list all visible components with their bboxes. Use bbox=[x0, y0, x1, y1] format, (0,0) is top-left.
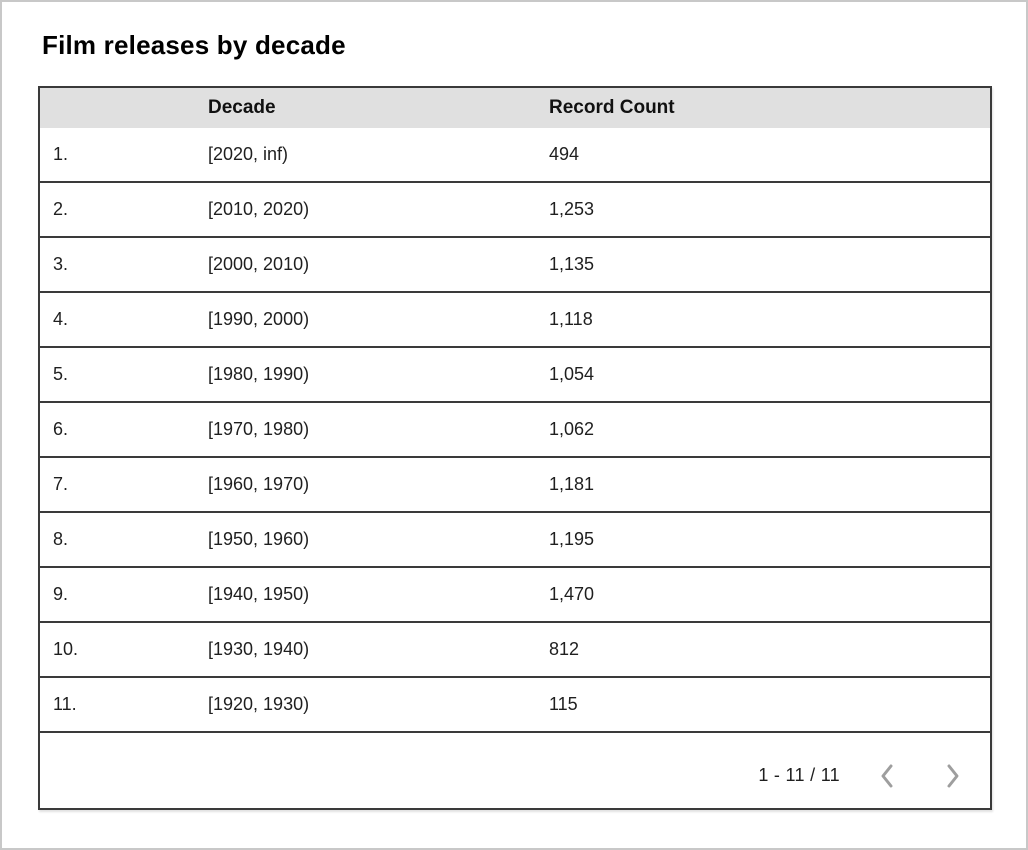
table-row: 7. [1960, 1970) 1,181 bbox=[40, 458, 990, 513]
cell-decade: [1990, 2000) bbox=[208, 309, 310, 329]
cell-record-count: 494 bbox=[549, 144, 580, 164]
row-index: 2. bbox=[53, 199, 69, 219]
pagination-bar: 1 - 11 / 11 bbox=[40, 733, 990, 808]
cell-decade: [1980, 1990) bbox=[208, 364, 310, 384]
cell-record-count: 1,195 bbox=[549, 529, 595, 549]
cell-decade: [1950, 1960) bbox=[208, 529, 310, 549]
table-body: 1. [2020, inf) 494 2. [2010, 2020) 1,253 3. [20… bbox=[40, 128, 990, 733]
row-index: 7. bbox=[53, 474, 69, 494]
page-title: Film releases by decade bbox=[42, 30, 346, 60]
cell-record-count: 1,054 bbox=[549, 364, 595, 384]
cell-record-count: 1,118 bbox=[549, 309, 593, 329]
table-row: 10. [1930, 1940) 812 bbox=[40, 623, 990, 678]
cell-record-count: 1,062 bbox=[549, 419, 595, 439]
cell-decade: [1940, 1950) bbox=[208, 584, 310, 604]
table-row: 4. [1990, 2000) 1,118 bbox=[40, 293, 990, 348]
row-index: 3. bbox=[53, 254, 69, 274]
cell-record-count: 1,470 bbox=[549, 584, 595, 604]
cell-record-count: 1,181 bbox=[549, 474, 595, 494]
pagination-range-label: 1 - 11 / 11 bbox=[758, 765, 840, 785]
row-index: 4. bbox=[53, 309, 69, 329]
row-index: 6. bbox=[53, 419, 69, 439]
cell-decade: [2020, inf) bbox=[208, 144, 289, 164]
row-index: 9. bbox=[53, 584, 69, 604]
cell-decade: [1960, 1970) bbox=[208, 474, 310, 494]
table-row: 8. [1950, 1960) 1,195 bbox=[40, 513, 990, 568]
previous-page-button[interactable] bbox=[876, 762, 900, 790]
data-table: Decade Record Count 1. [2020, inf) 494 2. [2… bbox=[38, 86, 992, 810]
table-row: 1. [2020, inf) 494 bbox=[40, 128, 990, 183]
cell-record-count: 1,135 bbox=[549, 254, 595, 274]
row-index: 10. bbox=[53, 639, 79, 659]
row-index: 1. bbox=[53, 144, 69, 164]
table-row: 3. [2000, 2010) 1,135 bbox=[40, 238, 990, 293]
table-header-row: Decade Record Count bbox=[40, 88, 990, 128]
cell-decade: [2000, 2010) bbox=[208, 254, 310, 274]
chevron-left-icon bbox=[877, 763, 899, 789]
column-header-record-count[interactable]: Record Count bbox=[549, 97, 675, 118]
cell-record-count: 812 bbox=[549, 639, 580, 659]
row-index: 8. bbox=[53, 529, 69, 549]
table-row: 9. [1940, 1950) 1,470 bbox=[40, 568, 990, 623]
table-row: 6. [1970, 1980) 1,062 bbox=[40, 403, 990, 458]
chevron-right-icon bbox=[941, 763, 963, 789]
cell-decade: [1970, 1980) bbox=[208, 419, 310, 439]
cell-record-count: 1,253 bbox=[549, 199, 595, 219]
row-index: 5. bbox=[53, 364, 69, 384]
next-page-button[interactable] bbox=[940, 762, 964, 790]
column-header-decade[interactable]: Decade bbox=[208, 97, 276, 118]
cell-decade: [2010, 2020) bbox=[208, 199, 310, 219]
table-row: 11. [1920, 1930) 115 bbox=[40, 678, 990, 733]
table-row: 5. [1980, 1990) 1,054 bbox=[40, 348, 990, 403]
table-row: 2. [2010, 2020) 1,253 bbox=[40, 183, 990, 238]
cell-record-count: 115 bbox=[549, 694, 578, 714]
cell-decade: [1930, 1940) bbox=[208, 639, 310, 659]
row-index: 11. bbox=[53, 694, 77, 714]
cell-decade: [1920, 1930) bbox=[208, 694, 310, 714]
